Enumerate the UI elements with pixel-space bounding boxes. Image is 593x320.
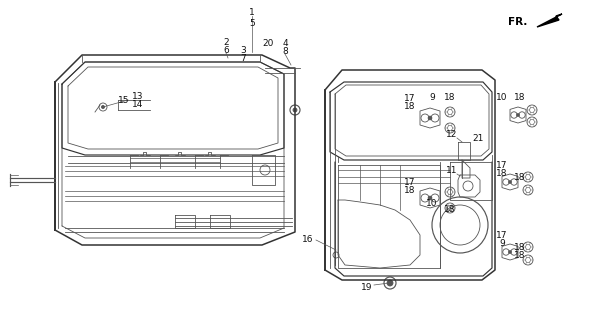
Text: 4: 4	[282, 38, 288, 47]
Text: 20: 20	[262, 38, 274, 47]
Circle shape	[387, 280, 393, 286]
Circle shape	[428, 196, 432, 200]
Text: 9: 9	[429, 92, 435, 101]
Text: 17: 17	[404, 178, 416, 187]
Text: 3: 3	[240, 45, 246, 54]
Text: 18: 18	[444, 205, 456, 214]
Circle shape	[293, 108, 297, 112]
Circle shape	[517, 113, 519, 116]
Text: 17: 17	[496, 231, 508, 241]
Circle shape	[508, 180, 512, 184]
Polygon shape	[537, 14, 562, 27]
Text: 18: 18	[496, 169, 508, 178]
Text: 18: 18	[514, 252, 526, 260]
Text: 18: 18	[514, 92, 526, 101]
Text: 2: 2	[223, 37, 229, 46]
Text: 18: 18	[404, 101, 416, 110]
Text: 1: 1	[249, 7, 255, 17]
Text: 15: 15	[118, 95, 130, 105]
Text: 5: 5	[249, 19, 255, 28]
Text: 17: 17	[496, 161, 508, 170]
Text: 17: 17	[404, 93, 416, 102]
Text: 10: 10	[496, 92, 508, 101]
Text: 21: 21	[472, 133, 484, 142]
Text: 12: 12	[447, 130, 458, 139]
Text: 10: 10	[426, 199, 438, 209]
Text: 14: 14	[132, 100, 144, 108]
Text: 19: 19	[361, 283, 372, 292]
Text: 13: 13	[132, 92, 144, 100]
Text: 9: 9	[499, 239, 505, 249]
Text: 11: 11	[447, 165, 458, 174]
Text: 7: 7	[240, 53, 246, 62]
Text: 6: 6	[223, 45, 229, 54]
Text: 8: 8	[282, 46, 288, 55]
Text: 18: 18	[444, 92, 456, 101]
Circle shape	[101, 106, 104, 108]
Text: 16: 16	[302, 236, 314, 244]
Circle shape	[508, 251, 512, 254]
Text: 18: 18	[514, 244, 526, 252]
Text: 18: 18	[514, 172, 526, 181]
Text: FR.: FR.	[508, 17, 527, 27]
Text: 18: 18	[404, 186, 416, 195]
Circle shape	[428, 116, 432, 120]
